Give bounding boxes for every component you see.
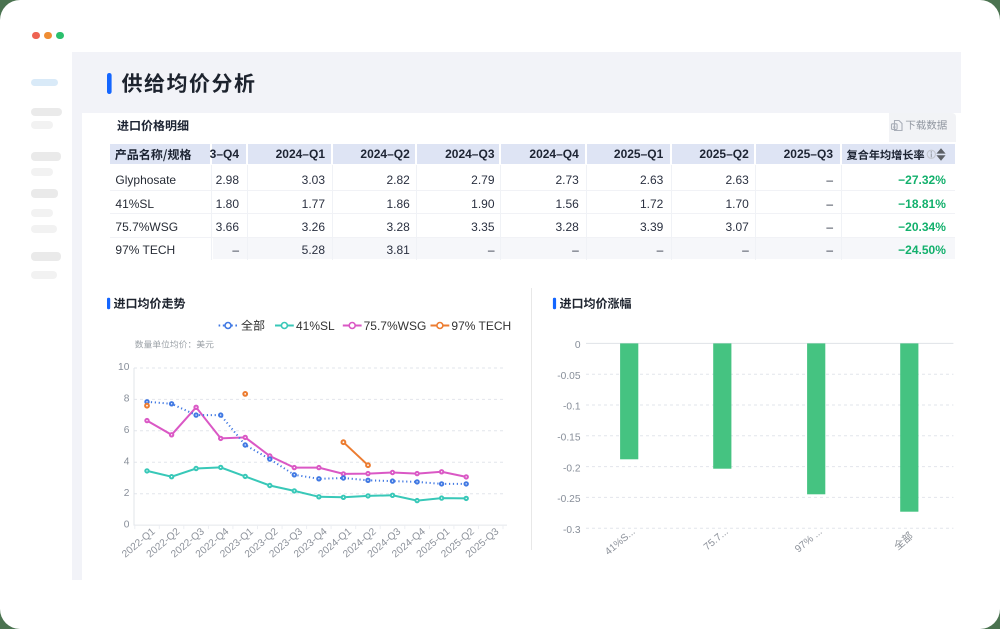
svg-text:0: 0 xyxy=(124,519,130,530)
svg-text:41%S...: 41%S... xyxy=(603,526,637,557)
svg-text:41%SL: 41%SL xyxy=(296,319,335,333)
svg-text:-0.05: -0.05 xyxy=(557,371,581,382)
svg-text:-0.3: -0.3 xyxy=(563,525,581,536)
svg-text:6: 6 xyxy=(124,425,130,436)
svg-text:-0.25: -0.25 xyxy=(557,494,581,505)
svg-text:0: 0 xyxy=(575,340,581,351)
svg-text:-0.2: -0.2 xyxy=(563,463,581,474)
svg-text:75.7...: 75.7... xyxy=(702,526,731,553)
svg-text:97% TECH: 97% TECH xyxy=(451,319,511,333)
svg-text:2: 2 xyxy=(124,488,130,499)
svg-text:-0.15: -0.15 xyxy=(557,433,581,444)
svg-text:-0.1: -0.1 xyxy=(563,402,581,413)
svg-text:10: 10 xyxy=(118,362,130,373)
svg-text:97% ...: 97% ... xyxy=(793,526,824,555)
svg-text:75.7%WSG: 75.7%WSG xyxy=(364,319,427,333)
svg-text:4: 4 xyxy=(124,457,130,468)
svg-text:8: 8 xyxy=(124,394,130,405)
